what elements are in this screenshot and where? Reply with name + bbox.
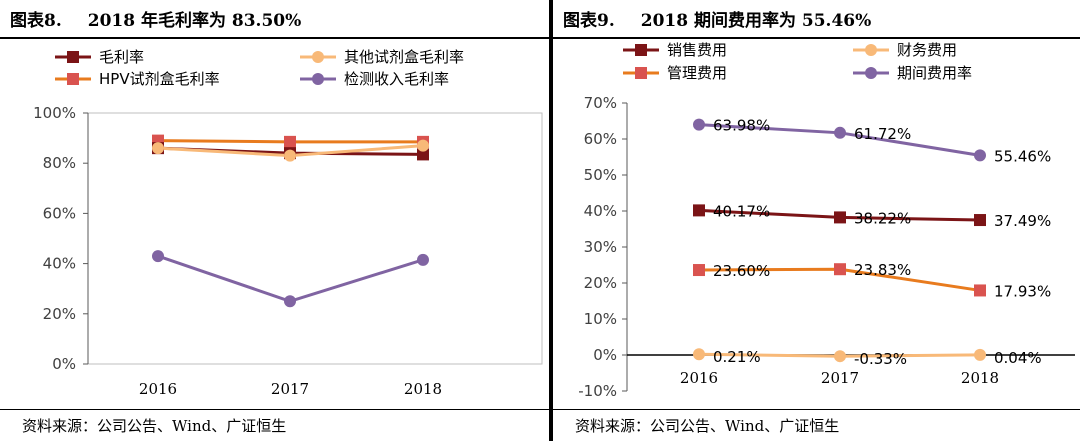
legend-swatch-marker (312, 51, 324, 63)
y-tick-label: 20% (43, 305, 76, 323)
data-label: 23.60% (713, 262, 770, 280)
legend-label: 其他试剂盒毛利率 (344, 48, 464, 66)
y-tick-label: 20% (584, 274, 617, 292)
legend-swatch-marker (635, 44, 647, 56)
gross-margin-chart: 0% 20% 40% 60% 80% 100% 2016 2017 2018 毛利率 其他试剂盒毛利… (33, 48, 543, 398)
left-source-note: 资料来源：公司公告、Wind、广证恒生 (22, 417, 287, 435)
data-label: 55.46% (994, 147, 1051, 165)
x-tick-label: 2018 (404, 380, 442, 398)
data-point-marker (693, 348, 705, 361)
data-point-marker (974, 284, 986, 297)
data-point-marker (284, 135, 296, 148)
right-figure-title: 图表9. 2018 期间费用率为 55.46% (563, 6, 871, 31)
data-point-marker (974, 348, 986, 361)
legend-label: 财务费用 (897, 41, 957, 59)
data-label: 0.04% (994, 349, 1042, 367)
legend-swatch-marker (635, 67, 647, 79)
legend-swatch-marker (312, 73, 324, 85)
data-point-marker (693, 118, 705, 131)
data-point-marker (152, 250, 164, 263)
left-bottom-rule (0, 409, 549, 410)
x-tick-label: 2016 (139, 380, 177, 398)
data-point-marker (693, 204, 705, 217)
left-top-rule (0, 37, 549, 39)
right-bottom-rule (553, 409, 1080, 410)
legend-swatch-marker (865, 44, 877, 56)
legend-label: 期间费用率 (897, 64, 972, 82)
legend-swatch-marker (67, 51, 79, 63)
data-point-marker (834, 126, 846, 139)
y-tick-label: 50% (584, 166, 617, 184)
data-label: -0.33% (854, 350, 907, 368)
y-tick-label: 100% (33, 104, 76, 122)
right-figure-label: 图表9. (563, 11, 615, 31)
data-point-marker (284, 149, 296, 162)
data-point-marker (417, 139, 429, 152)
data-label: 17.93% (994, 282, 1051, 300)
legend-label: 销售费用 (667, 41, 727, 59)
legend-label: 管理费用 (667, 64, 727, 82)
legend-label: 毛利率 (99, 48, 144, 66)
y-tick-label: 10% (584, 310, 617, 328)
y-tick-label: 80% (43, 154, 76, 172)
left-figure-panel: 图表8. 2018 年毛利率为 83.50% 0% 20% 40% 60% 80% 100%… (0, 6, 549, 435)
y-tick-label: 70% (584, 94, 617, 112)
data-label: 0.21% (713, 348, 761, 366)
data-point-marker (417, 148, 429, 161)
left-figure-label: 图表8. (10, 11, 62, 31)
right-figure-panel: 图表9. 2018 期间费用率为 55.46% -10% 0% 10% 20% 30% 40… (553, 0, 1080, 441)
data-point-marker (834, 350, 846, 363)
data-label: 63.98% (713, 117, 770, 135)
data-point-marker (693, 264, 705, 277)
y-tick-label: 0% (52, 355, 76, 373)
y-tick-label: -10% (578, 382, 617, 400)
x-tick-label: 2017 (821, 369, 859, 387)
y-tick-label: 0% (593, 346, 617, 364)
data-label: 40.17% (713, 202, 770, 220)
panel-divider (549, 0, 553, 441)
data-point-marker (152, 142, 164, 155)
data-point-marker (417, 253, 429, 266)
x-tick-label: 2017 (271, 380, 309, 398)
data-point-marker (834, 263, 846, 276)
data-label: 61.72% (854, 125, 911, 143)
right-top-rule (553, 37, 1080, 39)
series-line (157, 254, 424, 303)
left-figure-heading: 2018 年毛利率为 83.50% (87, 11, 302, 31)
data-point-marker (834, 211, 846, 224)
data-point-marker (974, 149, 986, 162)
legend-label: 检测收入毛利率 (344, 70, 449, 88)
right-figure-heading: 2018 期间费用率为 55.46% (640, 11, 872, 31)
left-figure-title: 图表8. 2018 年毛利率为 83.50% (10, 6, 301, 31)
data-label: 23.83% (854, 261, 911, 279)
data-point-marker (284, 295, 296, 308)
legend-swatch-marker (67, 73, 79, 85)
expense-ratio-chart: -10% 0% 10% 20% 30% 40% 50% 60% 70% 2016 2017 2018 4… (578, 41, 1075, 400)
x-tick-label: 2018 (961, 369, 999, 387)
legend-label: HPV试剂盒毛利率 (99, 70, 220, 88)
x-tick-label: 2016 (680, 369, 718, 387)
y-tick-label: 60% (584, 130, 617, 148)
right-source-note: 资料来源：公司公告、Wind、广证恒生 (575, 417, 840, 435)
data-label: 37.49% (994, 212, 1051, 230)
y-tick-label: 30% (584, 238, 617, 256)
y-tick-label: 40% (43, 255, 76, 273)
y-tick-label: 60% (43, 204, 76, 222)
y-tick-label: 40% (584, 202, 617, 220)
data-point-marker (974, 214, 986, 227)
legend-swatch-marker (865, 67, 877, 79)
data-label: 38.22% (854, 209, 911, 227)
